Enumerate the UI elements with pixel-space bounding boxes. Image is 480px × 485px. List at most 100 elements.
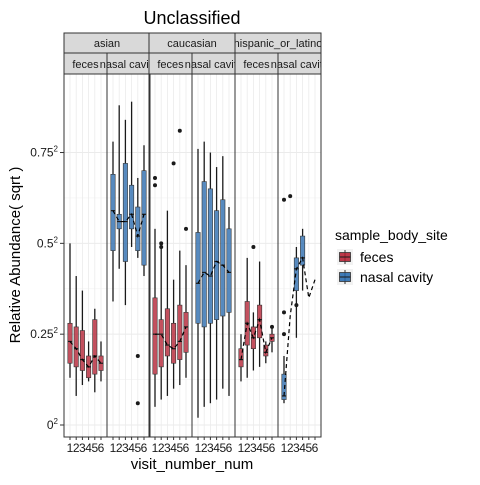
x-tick-label: 6	[98, 441, 105, 455]
x-tick-label: 5	[305, 441, 312, 455]
outlier-point	[288, 194, 293, 199]
box	[152, 297, 158, 375]
outlier-point	[135, 401, 140, 406]
box	[177, 304, 183, 360]
box	[207, 188, 213, 324]
panel-background	[64, 74, 107, 437]
x-tick-label: 2	[287, 441, 294, 455]
outlier-point	[153, 175, 157, 180]
box	[129, 184, 135, 230]
outlier-point	[153, 183, 157, 188]
x-tick-label: 6	[141, 441, 148, 455]
y-tick-label-exponent: 2	[54, 417, 59, 426]
y-tick-label-base: 0.5	[37, 236, 54, 250]
outlier-point	[251, 244, 256, 249]
x-tick-label: 2	[73, 441, 80, 455]
x-tick-label: 6	[269, 441, 276, 455]
box	[79, 330, 85, 371]
x-tick-label: 2	[244, 441, 251, 455]
y-tick-label: 0.252	[30, 326, 58, 341]
x-tick-label: 1	[281, 441, 288, 455]
facet-strip-site-label: feces	[157, 59, 184, 71]
panel-border	[106, 73, 151, 438]
x-tick-label: 5	[134, 441, 141, 455]
facet-strip-site-label: nasal cavity	[100, 59, 158, 71]
facet-strip-site-label: nasal cavity	[271, 59, 329, 71]
y-tick-label-exponent: 2	[54, 326, 59, 335]
facet-strip-label: hispanic_or_latino	[234, 38, 323, 50]
median-trend-line	[155, 326, 187, 350]
facet-strip-site-label: feces	[72, 59, 99, 71]
box	[263, 344, 269, 357]
x-tick-label: 4	[85, 441, 92, 455]
box	[220, 199, 226, 317]
panel-border	[277, 73, 322, 438]
box	[293, 257, 299, 291]
y-tick-label: 02	[47, 417, 59, 432]
box	[195, 232, 201, 324]
panel-background	[235, 74, 278, 437]
x-tick-label: 1	[67, 441, 74, 455]
box	[171, 322, 177, 364]
box	[122, 163, 128, 262]
outlier-point	[177, 128, 182, 133]
x-tick-label: 1	[238, 441, 245, 455]
box	[73, 326, 79, 368]
x-tick-label: 4	[170, 441, 177, 455]
y-tick-label-base: 0.25	[30, 327, 54, 341]
x-tick-label: 3	[250, 441, 257, 455]
box	[201, 181, 207, 328]
outlier-point	[282, 310, 286, 315]
x-tick-label: 5	[176, 441, 183, 455]
x-tick-label: 4	[213, 441, 220, 455]
facet-strip-label: asian	[94, 38, 120, 50]
outlier-point	[135, 353, 140, 358]
legend-item-label: nasal cavity	[360, 269, 433, 285]
y-tick-label-base: 0	[47, 418, 54, 432]
x-tick-label: 6	[183, 441, 190, 455]
legend-title: sample_body_site	[335, 227, 448, 243]
outlier-point	[159, 244, 164, 249]
box	[141, 170, 147, 266]
y-tick-label-base: 0.75	[30, 146, 54, 160]
box	[281, 373, 287, 400]
y-axis-title: Relative Abundance( sqrt )	[7, 167, 24, 344]
median-trend-line	[283, 256, 316, 396]
x-tick-label: 3	[164, 441, 171, 455]
x-tick-label: 1	[195, 441, 202, 455]
x-tick-label: 1	[110, 441, 117, 455]
y-tick-label-exponent: 2	[54, 145, 59, 154]
outlier-point	[159, 241, 164, 246]
facet-strip-label: caucasian	[167, 38, 217, 50]
median-trend-line	[112, 210, 145, 239]
legend-item-label: feces	[360, 249, 393, 265]
outlier-point	[270, 324, 274, 329]
x-tick-label: 5	[262, 441, 269, 455]
y-tick-label: 0.52	[37, 235, 59, 250]
box	[110, 174, 116, 251]
x-tick-label: 4	[128, 441, 135, 455]
median-trend-line	[69, 341, 102, 368]
x-tick-label: 5	[91, 441, 98, 455]
x-tick-label: 3	[79, 441, 86, 455]
median-trend-line	[240, 317, 273, 360]
y-tick-label-exponent: 2	[54, 235, 59, 244]
x-tick-label: 3	[293, 441, 300, 455]
box	[92, 319, 98, 375]
box	[164, 308, 170, 357]
outlier-point	[294, 303, 299, 308]
outlier-point	[184, 226, 188, 231]
x-tick-label: 3	[122, 441, 129, 455]
median-trend-line	[197, 260, 230, 284]
y-tick-label: 0.752	[30, 145, 58, 160]
box	[300, 235, 306, 266]
outlier-point	[171, 161, 176, 166]
x-tick-label: 2	[158, 441, 165, 455]
chart-title: Unclassified	[143, 8, 240, 28]
x-tick-label: 2	[201, 441, 208, 455]
facet-strip-site-label: nasal cavity	[185, 59, 243, 71]
panel-background	[149, 74, 192, 437]
x-tick-label: 6	[312, 441, 319, 455]
x-tick-label: 4	[256, 441, 263, 455]
